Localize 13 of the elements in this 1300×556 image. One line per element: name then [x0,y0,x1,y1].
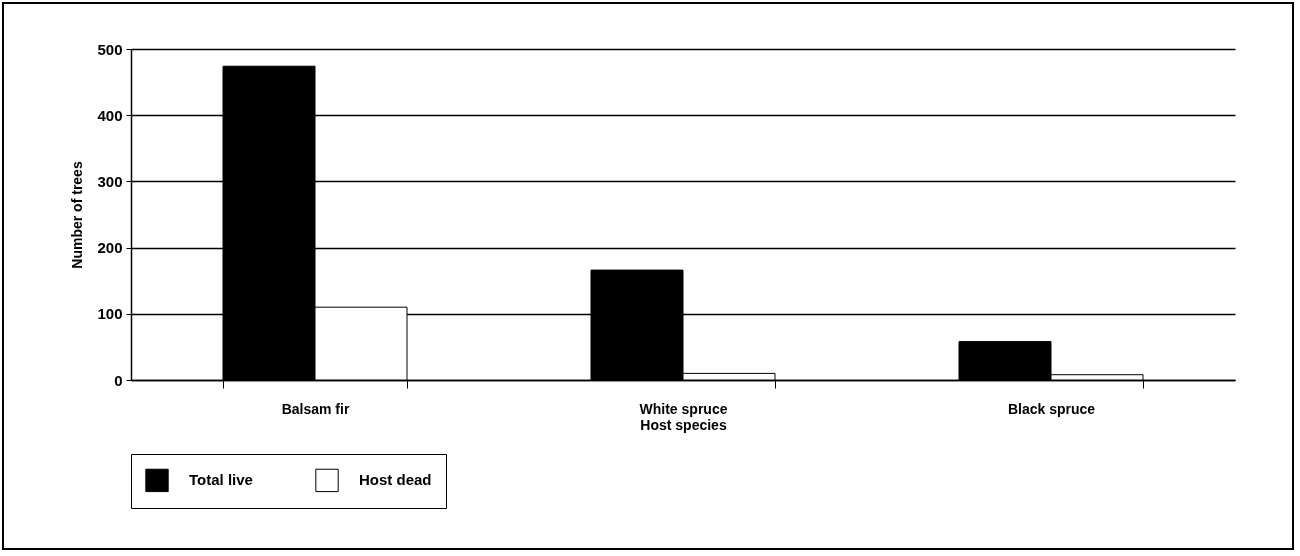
y-tick-label: 400 [97,106,123,124]
y-tick-label: 500 [97,40,123,58]
y-tick-label: 200 [97,239,123,257]
y-tick-label: 300 [97,172,123,190]
x-tick-label: Black spruce [1007,400,1096,417]
legend-label: Total live [189,471,253,489]
y-tick-label: 100 [97,305,123,323]
x-tick-label: White spruce [639,400,728,417]
x-axis-title: Host species [640,416,727,433]
y-tick-label: 0 [114,371,123,389]
legend-label: Host dead [359,471,432,489]
y-axis-title: Number of trees [69,161,86,269]
x-tick-label: Balsam fir [281,400,350,417]
